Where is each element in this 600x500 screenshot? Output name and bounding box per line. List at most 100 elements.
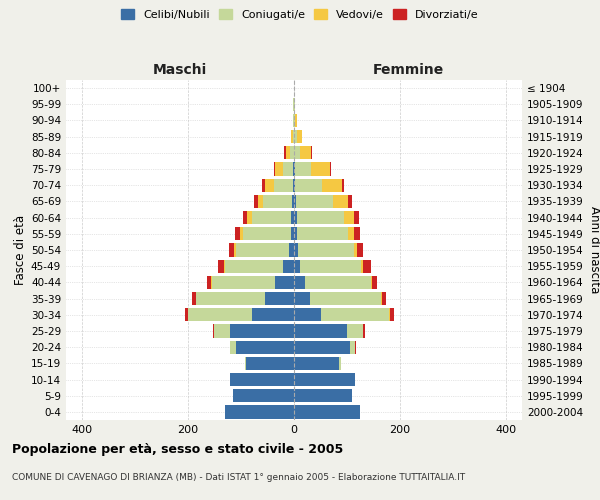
Bar xyxy=(230,373,294,386)
Text: Femmine: Femmine xyxy=(373,64,443,78)
Bar xyxy=(263,195,294,208)
Bar xyxy=(233,389,294,402)
Bar xyxy=(294,211,359,224)
Bar xyxy=(294,276,372,289)
Bar xyxy=(283,260,294,273)
Bar xyxy=(230,373,294,386)
Bar xyxy=(294,98,295,111)
Bar xyxy=(294,211,354,224)
Bar xyxy=(243,227,294,240)
Bar xyxy=(294,146,301,160)
Bar xyxy=(294,227,347,240)
Bar xyxy=(294,373,355,386)
Bar xyxy=(294,308,394,322)
Bar xyxy=(294,130,302,143)
Bar xyxy=(294,308,389,322)
Bar xyxy=(225,406,294,418)
Bar xyxy=(286,146,294,160)
Bar xyxy=(294,162,331,175)
Bar xyxy=(294,146,312,160)
Bar xyxy=(294,211,344,224)
Bar xyxy=(230,340,294,354)
Bar xyxy=(294,356,341,370)
Bar xyxy=(230,324,294,338)
Bar xyxy=(294,340,355,354)
Bar xyxy=(294,227,297,240)
Bar xyxy=(265,178,294,192)
Text: COMUNE DI CAVENAGO DI BRIANZA (MB) - Dati ISTAT 1° gennaio 2005 - Elaborazione T: COMUNE DI CAVENAGO DI BRIANZA (MB) - Dat… xyxy=(12,472,465,482)
Bar xyxy=(294,324,363,338)
Y-axis label: Anni di nascita: Anni di nascita xyxy=(588,206,600,294)
Bar xyxy=(294,389,352,402)
Bar xyxy=(294,98,295,111)
Bar xyxy=(294,162,311,175)
Bar xyxy=(196,292,294,305)
Bar xyxy=(251,308,294,322)
Bar xyxy=(294,162,295,175)
Bar xyxy=(294,130,302,143)
Bar xyxy=(212,276,294,289)
Bar xyxy=(275,162,294,175)
Bar xyxy=(294,162,329,175)
Bar xyxy=(234,244,294,256)
Bar xyxy=(294,260,361,273)
Bar xyxy=(235,227,294,240)
Bar xyxy=(294,195,296,208)
Bar xyxy=(294,389,352,402)
Bar xyxy=(251,211,294,224)
Bar xyxy=(294,373,355,386)
Bar xyxy=(294,244,364,256)
Bar xyxy=(294,340,355,354)
Bar xyxy=(294,195,347,208)
Bar xyxy=(246,356,294,370)
Bar xyxy=(265,292,294,305)
Bar xyxy=(294,276,371,289)
Bar xyxy=(294,308,320,322)
Bar xyxy=(294,389,352,402)
Bar xyxy=(218,260,294,273)
Bar xyxy=(294,389,352,402)
Bar xyxy=(247,211,294,224)
Bar xyxy=(233,389,294,402)
Bar xyxy=(214,324,294,338)
Bar xyxy=(294,244,357,256)
Y-axis label: Fasce di età: Fasce di età xyxy=(14,215,27,285)
Bar xyxy=(245,356,294,370)
Bar xyxy=(188,308,294,322)
Bar xyxy=(207,276,294,289)
Bar xyxy=(245,356,294,370)
Bar xyxy=(294,195,352,208)
Bar xyxy=(294,260,371,273)
Bar xyxy=(294,356,341,370)
Bar xyxy=(293,130,294,143)
Bar xyxy=(233,389,294,402)
Text: Popolazione per età, sesso e stato civile - 2005: Popolazione per età, sesso e stato civil… xyxy=(12,442,343,456)
Bar xyxy=(291,227,294,240)
Bar xyxy=(294,324,363,338)
Bar xyxy=(294,178,295,192)
Bar xyxy=(236,340,294,354)
Bar xyxy=(294,373,355,386)
Bar xyxy=(230,340,294,354)
Text: Maschi: Maschi xyxy=(153,64,207,78)
Bar xyxy=(294,114,295,127)
Bar xyxy=(294,114,296,127)
Bar xyxy=(225,406,294,418)
Bar xyxy=(262,178,294,192)
Bar xyxy=(294,260,363,273)
Bar xyxy=(294,292,386,305)
Bar xyxy=(224,260,294,273)
Bar xyxy=(294,356,341,370)
Bar xyxy=(294,324,347,338)
Bar xyxy=(293,162,294,175)
Bar xyxy=(294,211,296,224)
Bar xyxy=(284,146,294,160)
Bar xyxy=(236,244,294,256)
Bar xyxy=(294,195,333,208)
Bar xyxy=(290,146,294,160)
Bar xyxy=(196,292,294,305)
Bar xyxy=(243,211,294,224)
Bar xyxy=(274,178,294,192)
Bar xyxy=(294,324,365,338)
Bar xyxy=(213,324,294,338)
